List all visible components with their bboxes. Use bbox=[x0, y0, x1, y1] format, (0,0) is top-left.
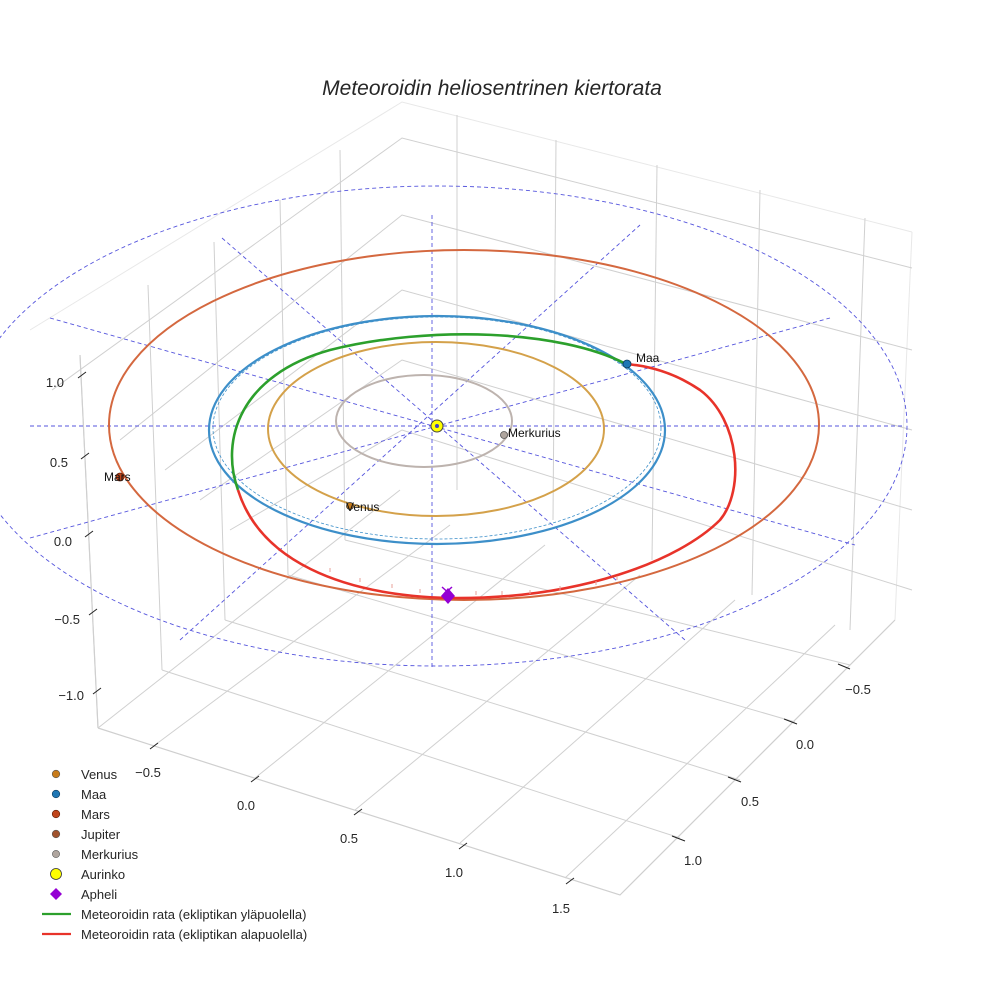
z-tick-label: 1.0 bbox=[46, 375, 64, 390]
x-tick-label: 1.0 bbox=[445, 865, 463, 880]
aphelion-marker[interactable] bbox=[441, 586, 455, 604]
x-tick-label: 0.0 bbox=[237, 798, 255, 813]
earth-marker[interactable] bbox=[622, 359, 632, 369]
z-tick-label: 0.5 bbox=[50, 455, 68, 470]
legend-item-maa[interactable]: Maa bbox=[51, 787, 107, 802]
y-axis: −0.5 0.0 0.5 1.0 bbox=[671, 663, 871, 868]
venus-orbit bbox=[267, 341, 605, 517]
z-tick-label: 0.0 bbox=[54, 534, 72, 549]
mars-marker[interactable] bbox=[115, 472, 125, 482]
legend-label: Mars bbox=[81, 807, 110, 822]
x-axis: −0.5 0.0 0.5 1.0 1.5 bbox=[135, 742, 575, 916]
z-tick-label: −0.5 bbox=[54, 612, 80, 627]
mars-orbit bbox=[108, 249, 820, 601]
y-tick-label: 1.0 bbox=[684, 853, 702, 868]
legend-item-mars[interactable]: Mars bbox=[51, 807, 110, 822]
label-merkurius: Merkurius bbox=[508, 426, 561, 440]
mercury-marker[interactable] bbox=[500, 431, 508, 439]
earth-orbit bbox=[207, 314, 667, 546]
chart-title: Meteoroidin heliosentrinen kiertorata bbox=[322, 77, 662, 100]
legend-label: Merkurius bbox=[81, 847, 139, 862]
y-tick-label: 0.5 bbox=[741, 794, 759, 809]
sun-icon bbox=[50, 868, 62, 880]
venus-dot-icon bbox=[51, 769, 61, 779]
y-tick-label: 0.0 bbox=[796, 737, 814, 752]
planet-orbits bbox=[108, 249, 820, 601]
legend-item-apheli[interactable]: Apheli bbox=[50, 887, 117, 902]
x-tick-label: 0.5 bbox=[340, 831, 358, 846]
label-venus: Venus bbox=[346, 500, 379, 514]
meteoroid-orbit-below bbox=[236, 362, 737, 600]
legend-label: Meteoroidin rata (ekliptikan alapuolella… bbox=[81, 927, 307, 942]
orbit-drop-ticks bbox=[329, 568, 618, 595]
legend-label: Jupiter bbox=[81, 827, 121, 842]
legend-item-aurinko[interactable]: Aurinko bbox=[50, 867, 126, 882]
mars-dot-icon bbox=[51, 809, 61, 819]
legend-item-jupiter[interactable]: Jupiter bbox=[51, 827, 121, 842]
label-maa: Maa bbox=[636, 351, 660, 365]
merkurius-dot-icon bbox=[52, 850, 60, 858]
ecliptic-reference-grid bbox=[0, 185, 908, 668]
venus-marker[interactable] bbox=[346, 502, 354, 510]
legend-label: Maa bbox=[81, 787, 107, 802]
legend-label: Apheli bbox=[81, 887, 117, 902]
z-axis: 1.0 0.5 0.0 −0.5 −1.0 bbox=[46, 371, 102, 703]
legend-item-merkurius[interactable]: Merkurius bbox=[52, 847, 139, 862]
legend: Venus Maa Mars Jupiter Merkurius Aurinko… bbox=[42, 767, 307, 942]
jupiter-dot-icon bbox=[51, 829, 61, 839]
bodies bbox=[115, 359, 632, 604]
pane-grid bbox=[29, 101, 913, 896]
y-tick-label: −0.5 bbox=[845, 682, 871, 697]
meteoroid-orbit-above bbox=[230, 333, 627, 491]
legend-label: Meteoroidin rata (ekliptikan yläpuolella… bbox=[81, 907, 306, 922]
legend-label: Venus bbox=[81, 767, 118, 782]
x-tick-label: −0.5 bbox=[135, 765, 161, 780]
legend-item-venus[interactable]: Venus bbox=[51, 767, 118, 782]
label-mars: Mars bbox=[104, 470, 131, 484]
legend-item-orbit-above[interactable]: Meteoroidin rata (ekliptikan yläpuolella… bbox=[42, 907, 306, 922]
legend-item-orbit-below[interactable]: Meteoroidin rata (ekliptikan alapuolella… bbox=[42, 927, 307, 942]
maa-dot-icon bbox=[51, 789, 61, 799]
mercury-orbit bbox=[335, 374, 513, 468]
x-tick-label: 1.5 bbox=[552, 901, 570, 916]
diamond-icon bbox=[50, 888, 62, 900]
z-tick-label: −1.0 bbox=[58, 688, 84, 703]
legend-label: Aurinko bbox=[81, 867, 125, 882]
